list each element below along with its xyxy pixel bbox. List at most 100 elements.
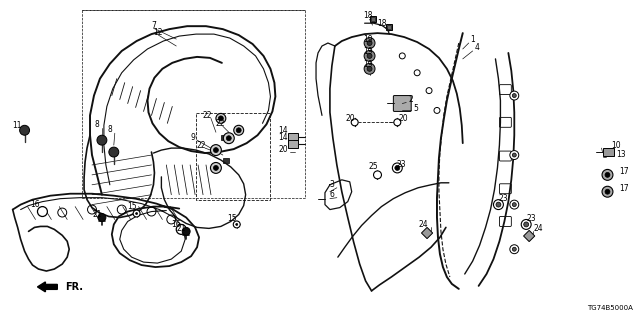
Text: 20: 20 — [346, 114, 356, 123]
Text: 12: 12 — [154, 28, 163, 36]
Circle shape — [216, 113, 226, 123]
Text: 19: 19 — [363, 35, 372, 44]
Bar — [387, 24, 392, 30]
Circle shape — [367, 53, 372, 58]
Text: 11: 11 — [12, 121, 21, 130]
Bar — [223, 158, 228, 163]
Circle shape — [493, 200, 504, 210]
Text: 24: 24 — [533, 224, 543, 233]
Bar — [524, 230, 535, 242]
Text: TG74B5000A: TG74B5000A — [588, 305, 633, 311]
Text: 8: 8 — [95, 120, 99, 129]
Text: 10: 10 — [612, 140, 621, 150]
Circle shape — [605, 189, 610, 194]
Text: 25: 25 — [369, 163, 378, 172]
Text: 22: 22 — [215, 119, 225, 128]
Text: 23: 23 — [396, 160, 406, 170]
Text: 19: 19 — [363, 60, 372, 69]
Text: FR.: FR. — [65, 282, 83, 292]
Text: 9: 9 — [191, 133, 196, 142]
Text: 14: 14 — [278, 133, 288, 142]
Circle shape — [109, 147, 119, 157]
FancyBboxPatch shape — [394, 96, 412, 111]
Text: 23: 23 — [499, 194, 508, 203]
Circle shape — [367, 66, 372, 71]
Circle shape — [97, 135, 107, 145]
Text: 6: 6 — [330, 190, 334, 199]
Circle shape — [510, 91, 519, 100]
Circle shape — [364, 51, 375, 61]
Circle shape — [211, 145, 221, 156]
Circle shape — [602, 169, 613, 180]
Circle shape — [213, 165, 218, 171]
Circle shape — [236, 223, 237, 225]
FancyBboxPatch shape — [499, 217, 511, 227]
Text: 2: 2 — [409, 95, 413, 104]
Circle shape — [176, 224, 186, 234]
Circle shape — [602, 186, 613, 197]
Circle shape — [182, 228, 190, 235]
Circle shape — [521, 220, 531, 229]
Bar — [221, 135, 227, 140]
Text: 21: 21 — [177, 224, 186, 233]
Circle shape — [233, 221, 240, 228]
Text: 4: 4 — [474, 44, 479, 52]
Circle shape — [367, 41, 372, 45]
Text: 16: 16 — [31, 200, 40, 209]
Circle shape — [395, 165, 400, 171]
Circle shape — [218, 116, 223, 121]
FancyArrow shape — [38, 282, 58, 292]
Circle shape — [136, 212, 138, 214]
Text: 17: 17 — [620, 184, 629, 193]
Circle shape — [38, 207, 47, 217]
FancyBboxPatch shape — [499, 151, 511, 161]
Bar — [371, 17, 374, 21]
Text: 16: 16 — [172, 220, 181, 229]
Circle shape — [374, 171, 381, 179]
Circle shape — [234, 125, 244, 135]
Circle shape — [236, 128, 241, 133]
Circle shape — [351, 119, 358, 126]
Circle shape — [605, 172, 610, 177]
Circle shape — [512, 93, 516, 98]
Circle shape — [223, 133, 234, 144]
Circle shape — [510, 151, 519, 159]
Text: 3: 3 — [330, 180, 334, 189]
Circle shape — [524, 222, 529, 227]
Circle shape — [510, 200, 519, 209]
Bar — [422, 228, 433, 239]
FancyBboxPatch shape — [499, 85, 511, 95]
Circle shape — [512, 247, 516, 251]
Text: 21: 21 — [92, 210, 102, 219]
Circle shape — [98, 213, 106, 221]
Text: 20: 20 — [399, 114, 408, 123]
Circle shape — [392, 163, 403, 173]
Circle shape — [20, 125, 29, 135]
Text: 7: 7 — [151, 21, 156, 30]
Text: 1: 1 — [470, 35, 475, 44]
Text: 18: 18 — [363, 11, 372, 20]
Text: 24: 24 — [419, 220, 428, 229]
FancyBboxPatch shape — [499, 184, 511, 194]
Circle shape — [227, 136, 231, 141]
Circle shape — [394, 119, 401, 126]
Circle shape — [133, 210, 140, 217]
Circle shape — [364, 63, 375, 74]
Text: 22: 22 — [202, 111, 212, 120]
Text: 15: 15 — [227, 214, 237, 223]
Circle shape — [213, 148, 218, 153]
Text: 13: 13 — [616, 149, 626, 158]
Text: 20: 20 — [278, 145, 288, 154]
Bar — [288, 140, 298, 148]
Text: 5: 5 — [413, 104, 419, 113]
Bar — [602, 148, 614, 156]
Text: 22: 22 — [196, 140, 206, 150]
Text: 15: 15 — [127, 202, 136, 211]
Text: 17: 17 — [620, 167, 629, 176]
Circle shape — [510, 245, 519, 254]
Text: 8: 8 — [108, 125, 112, 134]
Text: 18: 18 — [378, 19, 387, 28]
Text: 19: 19 — [363, 47, 372, 56]
Circle shape — [364, 37, 375, 48]
Circle shape — [496, 202, 501, 207]
